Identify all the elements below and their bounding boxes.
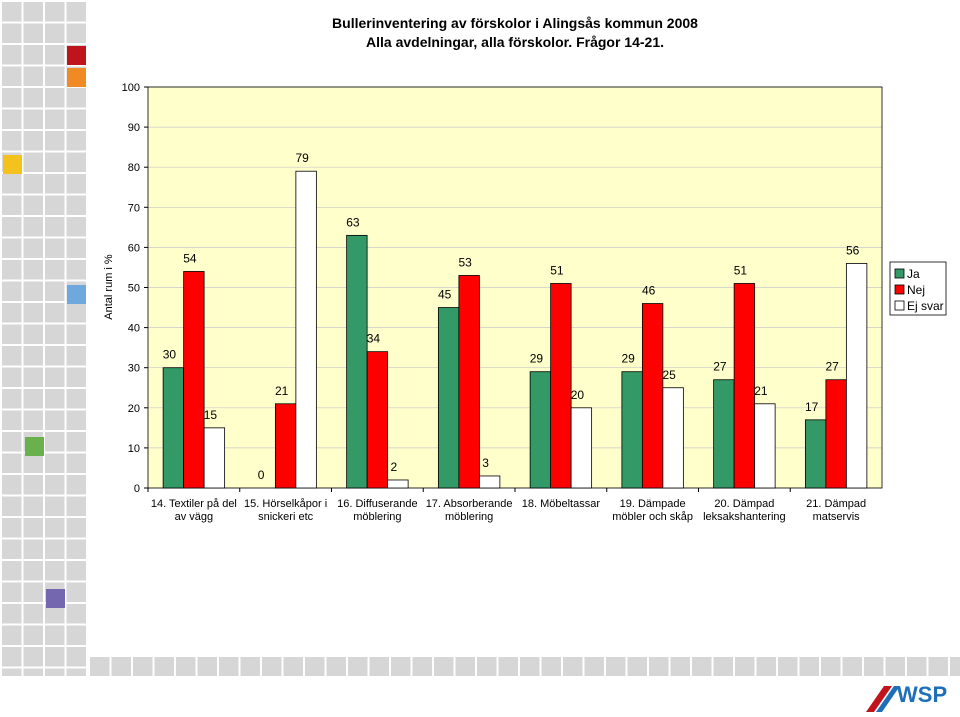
tile-row (88, 655, 960, 676)
chart-subtitle: Alla avdelningar, alla förskolor. Frågor… (366, 34, 664, 50)
accent-square (46, 589, 65, 608)
bar (754, 403, 776, 489)
x-tick-label: 20. Dämpad leksakshantering (703, 498, 786, 523)
bar (804, 419, 827, 489)
logo: WSP (866, 682, 947, 712)
data-label: 29 (530, 352, 544, 366)
x-tick-label: 16. Diffuserande möblering (337, 498, 418, 523)
data-label: 21 (754, 384, 768, 398)
bar (529, 371, 552, 489)
data-label: 46 (642, 284, 656, 298)
chart-title: Bullerinventering av förskolor i Alingså… (332, 15, 698, 31)
legend-swatch (894, 284, 905, 295)
legend-label: Ej svar (907, 299, 944, 313)
data-label: 79 (295, 151, 309, 165)
data-label: 15 (204, 408, 218, 422)
legend-swatch (894, 268, 905, 279)
y-tick-label: 60 (128, 242, 140, 254)
bar (662, 387, 684, 489)
bar (845, 263, 868, 489)
legend-label: Ja (907, 267, 920, 281)
accent-square (67, 68, 86, 87)
data-label: 27 (713, 360, 727, 374)
bar (183, 271, 205, 489)
bar (458, 275, 480, 489)
bar (478, 475, 501, 489)
y-tick-label: 90 (128, 122, 140, 134)
data-label: 2 (391, 460, 398, 474)
bar (621, 371, 643, 489)
tile-column (0, 0, 88, 676)
y-axis-label: Antal rum i % (103, 254, 115, 320)
data-label: 54 (183, 251, 197, 265)
accent-square (25, 437, 44, 456)
data-label: 27 (825, 360, 839, 374)
bar (733, 283, 756, 489)
bar (550, 283, 572, 489)
x-tick-label: 21. Dämpad matservis (806, 498, 867, 523)
data-label: 63 (346, 215, 360, 229)
data-label: 30 (163, 348, 177, 362)
y-tick-label: 80 (128, 162, 140, 174)
bar (162, 367, 185, 489)
bar (203, 427, 226, 489)
data-label: 45 (438, 288, 452, 302)
x-tick-label: 18. Möbeltassar (521, 498, 600, 510)
accent-square (67, 46, 86, 65)
data-label: 51 (734, 263, 748, 277)
y-tick-label: 70 (128, 202, 140, 214)
bar (274, 403, 297, 489)
data-label: 34 (367, 332, 381, 346)
y-tick-label: 50 (128, 283, 140, 295)
x-tick-label: 19. Dämpade möbler och skåp (612, 498, 693, 523)
bar (825, 379, 847, 489)
data-label: 56 (846, 243, 860, 257)
data-label: 25 (662, 368, 676, 382)
bar (346, 234, 368, 489)
accent-square (3, 155, 22, 174)
bar (641, 303, 664, 489)
data-label: 51 (550, 263, 564, 277)
logo-text: WSP (897, 682, 947, 707)
legend: Ja Nej Ej svar (889, 261, 947, 316)
bar (570, 407, 593, 489)
bar (713, 379, 735, 489)
y-tick-label: 30 (128, 363, 140, 375)
accent-square (67, 285, 86, 304)
x-tick-label: 17. Absorberande möblering (425, 498, 513, 523)
x-tick-label: 14. Textiler på del av vägg (150, 498, 237, 523)
y-tick-label: 10 (128, 443, 140, 455)
y-tick-label: 100 (122, 82, 140, 94)
bar (437, 307, 460, 489)
data-label: 21 (275, 384, 289, 398)
y-tick-label: 40 (128, 323, 140, 335)
bar (295, 170, 317, 489)
y-tick-label: 20 (128, 403, 140, 415)
y-tick-label: 0 (134, 483, 140, 495)
data-label: 53 (458, 255, 472, 269)
data-label: 0 (258, 468, 265, 482)
data-label: 29 (621, 352, 635, 366)
legend-swatch (894, 300, 905, 311)
data-label: 3 (482, 456, 489, 470)
data-label: 20 (571, 388, 585, 402)
x-tick-label: 15. Hörselkåpor i snickeri etc (244, 498, 328, 523)
data-label: 17 (805, 400, 819, 414)
legend-label: Nej (907, 283, 925, 297)
bar (366, 351, 389, 489)
bar (387, 479, 409, 489)
